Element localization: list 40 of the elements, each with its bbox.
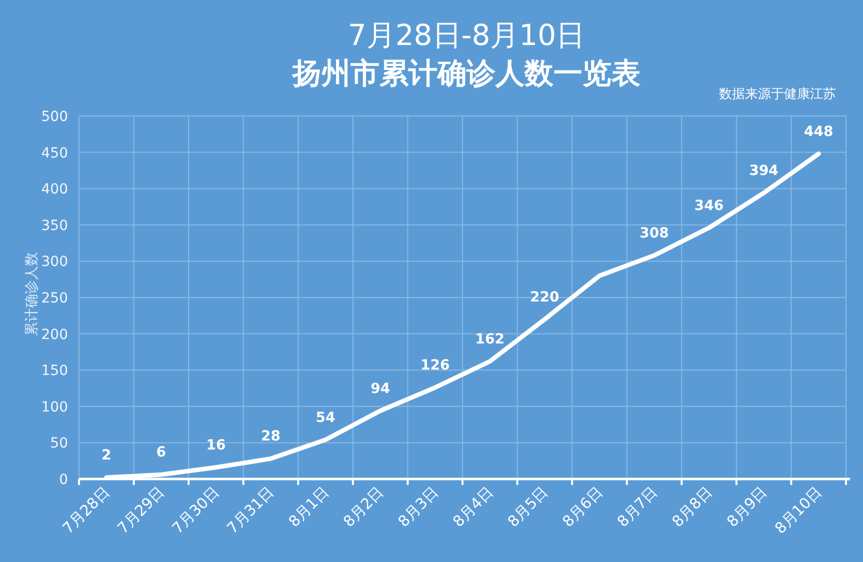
data-label: 6	[156, 444, 166, 461]
y-tick-label: 150	[41, 363, 68, 380]
x-tick-label: 8月4日	[449, 483, 497, 531]
x-tick-label: 8月6日	[558, 483, 606, 531]
chart-subtitle: 扬州市累计确诊人数一览表	[292, 56, 640, 90]
text: 数据来源于健康江苏	[719, 87, 836, 102]
data-label: 16	[206, 437, 226, 454]
x-tick-label: 7月30日	[168, 483, 223, 538]
y-tick-label: 100	[41, 399, 68, 416]
y-tick-label: 400	[41, 182, 68, 198]
y-tick-label: 250	[41, 290, 68, 306]
data-label: 220	[530, 289, 560, 306]
y-tick-label: 300	[41, 254, 68, 270]
chart-title: 7月28日-8月10日	[348, 18, 586, 52]
x-tick-label: 8月10日	[771, 483, 826, 538]
data-label: 2	[102, 448, 112, 464]
data-label: 28	[261, 428, 280, 445]
x-tick-label: 8月5日	[504, 483, 552, 531]
data-label: 162	[475, 331, 505, 348]
data-label: 448	[804, 124, 834, 140]
data-label: 346	[694, 198, 724, 214]
y-tick-label: 200	[41, 326, 68, 343]
y-axis-title: 累计确诊人数	[24, 252, 40, 336]
data-label: 308	[640, 225, 669, 242]
data-label: 126	[420, 358, 450, 374]
data-label: 94	[370, 380, 390, 397]
y-tick-label: 350	[41, 218, 68, 234]
y-tick-label: 500	[41, 109, 68, 125]
x-tick-label: 8月9日	[723, 483, 771, 531]
y-tick-label: 450	[41, 145, 68, 162]
x-tick-label: 8月8日	[668, 483, 716, 531]
x-tick-label: 7月29日	[114, 483, 168, 538]
x-tick-label: 8月3日	[394, 483, 442, 531]
x-tick-label: 8月1日	[284, 483, 332, 531]
x-tick-label: 8月7日	[614, 483, 662, 531]
data-label: 394	[749, 162, 779, 179]
y-tick-label: 50	[50, 436, 68, 452]
data-label: 54	[316, 410, 336, 426]
x-tick-label: 8月2日	[340, 483, 388, 531]
x-tick-label: 7月31日	[223, 483, 278, 538]
